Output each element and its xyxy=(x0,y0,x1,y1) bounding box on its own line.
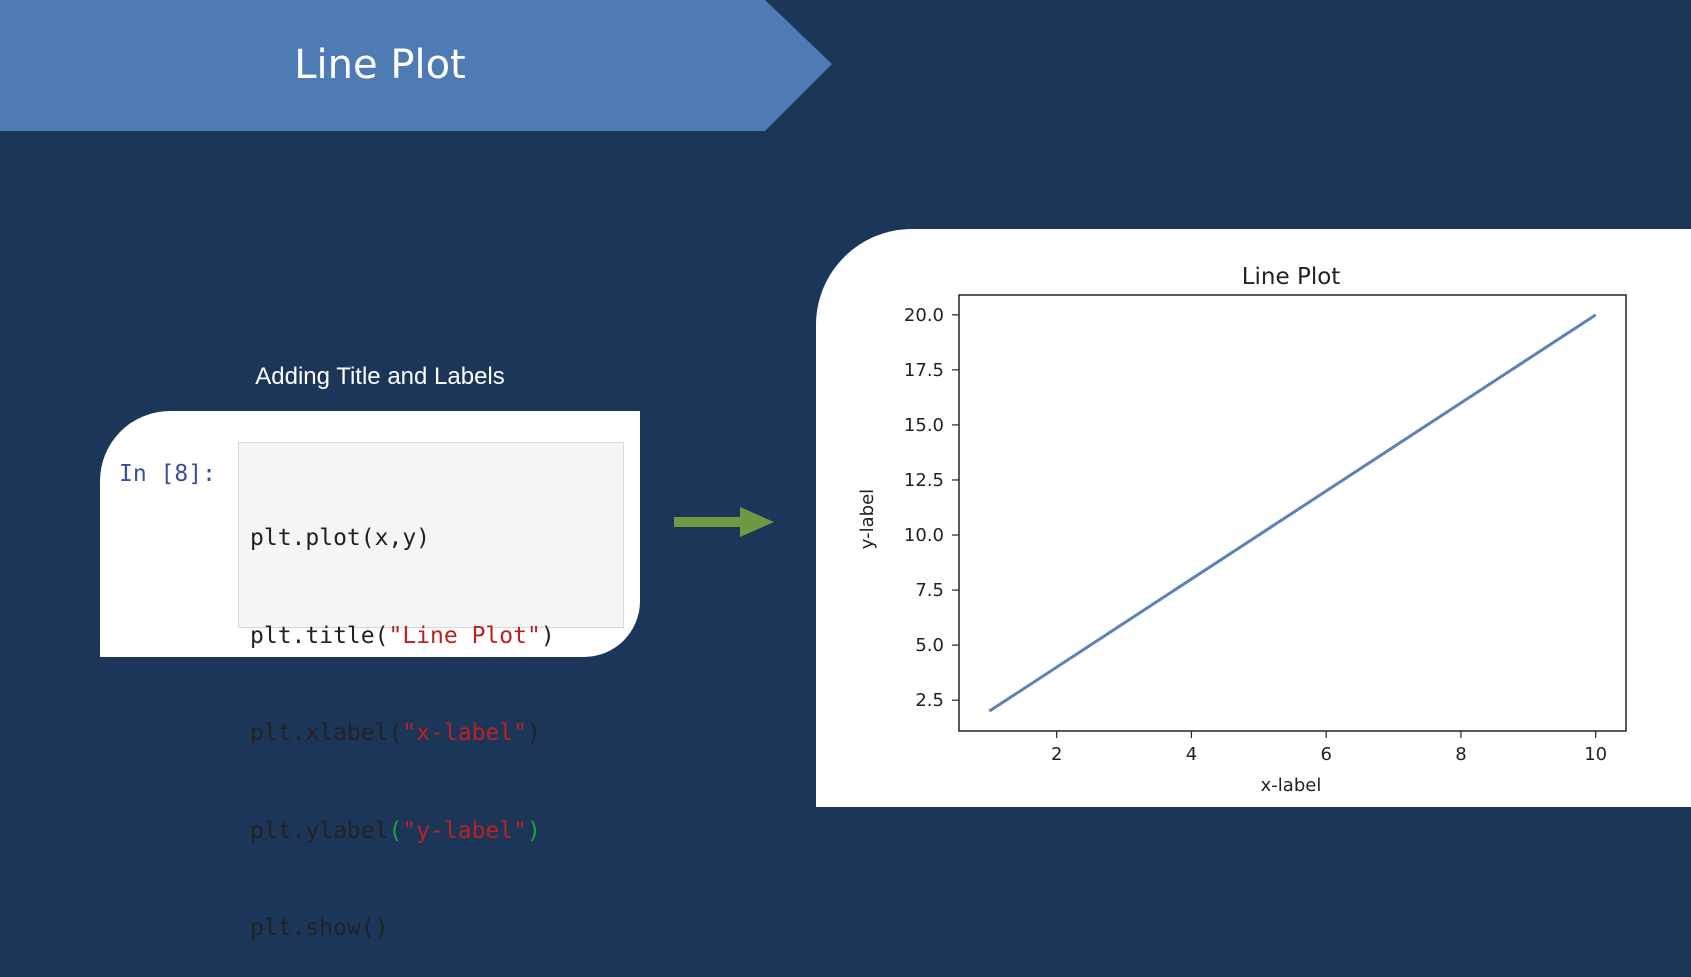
code-line-plot: plt.plot(x,y) xyxy=(250,525,431,551)
code-token: plt.xlabel( xyxy=(250,720,403,746)
y-tick-label: 12.5 xyxy=(904,470,944,491)
x-tick-label: 8 xyxy=(1455,744,1466,765)
code-paren: ( xyxy=(388,817,403,844)
y-tick-label: 20.0 xyxy=(904,305,944,326)
x-tick-label: 2 xyxy=(1051,744,1062,765)
x-tick-label: 4 xyxy=(1186,744,1197,765)
y-tick-label: 10.0 xyxy=(904,525,944,546)
line-series xyxy=(988,313,1597,713)
code-token: plt.title( xyxy=(250,622,389,649)
y-tick-label: 5.0 xyxy=(915,635,944,656)
x-axis-label: x-label xyxy=(1261,775,1322,796)
code-paren: ) xyxy=(526,817,541,844)
plot-card xyxy=(816,229,1691,807)
plot-axes: 2 4 6 8 10 2.5 5.0 7.5 10.0 12.5 15.0 17.5 20.0 xyxy=(904,294,1627,765)
code-line-xlabel: plt.xlabel("x-label") xyxy=(250,717,555,750)
x-tick-label: 10 xyxy=(1584,744,1607,765)
section-subtitle: Adding Title and Labels xyxy=(255,363,505,390)
y-tick-label: 2.5 xyxy=(915,690,944,711)
chart-title: Line Plot xyxy=(1242,264,1341,290)
y-tick-label: 15.0 xyxy=(904,415,944,436)
code-string: "y-label" xyxy=(402,817,527,844)
code-line-show: plt.show() xyxy=(250,915,389,941)
y-axis-label: y-label xyxy=(857,489,878,549)
code-line-ylabel: plt.ylabel("y-label") xyxy=(250,815,555,848)
notebook-prompt: In [8]: xyxy=(119,461,216,487)
arrow-shaft xyxy=(674,517,744,527)
code-token: ) xyxy=(526,720,541,746)
y-tick-label: 17.5 xyxy=(904,360,944,381)
code-token: ) xyxy=(540,622,555,649)
x-tick-label: 6 xyxy=(1320,744,1331,765)
plot-frame xyxy=(958,294,1627,732)
code-string: "Line Plot" xyxy=(388,622,541,649)
code-block: plt.plot(x,y) plt.title("Line Plot") plt… xyxy=(250,457,555,977)
code-cell[interactable] xyxy=(238,442,624,628)
line-plot-chart: 2 4 6 8 10 2.5 5.0 7.5 10.0 12.5 15.0 17.5 20.0 Line… xyxy=(857,264,1627,796)
code-line-title: plt.title("Line Plot") xyxy=(250,620,555,653)
arrow-head xyxy=(740,507,774,537)
title-banner xyxy=(0,0,832,131)
code-string: "x-label" xyxy=(402,720,527,746)
slide-title: Line Plot xyxy=(294,42,466,88)
right-arrow-icon xyxy=(674,507,774,537)
code-token: plt.ylabel xyxy=(250,817,389,844)
y-tick-label: 7.5 xyxy=(915,580,944,601)
